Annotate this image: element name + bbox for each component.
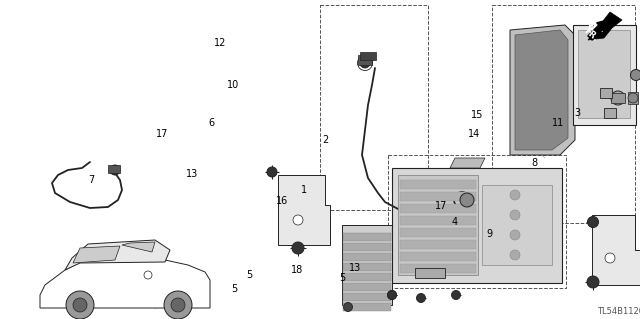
- Polygon shape: [73, 246, 120, 263]
- Text: 5: 5: [339, 272, 346, 283]
- Bar: [343, 283, 391, 291]
- Circle shape: [611, 91, 625, 105]
- Circle shape: [605, 253, 615, 263]
- Text: 13: 13: [186, 169, 198, 179]
- Bar: [400, 264, 476, 273]
- Bar: [343, 273, 391, 281]
- Polygon shape: [122, 242, 155, 252]
- Bar: [573, 25, 636, 125]
- Circle shape: [628, 93, 638, 103]
- Circle shape: [417, 293, 426, 302]
- Circle shape: [451, 291, 461, 300]
- Circle shape: [510, 210, 520, 220]
- Text: 16: 16: [276, 196, 288, 206]
- Bar: [400, 216, 476, 225]
- Text: 8: 8: [531, 158, 538, 168]
- Text: FR.: FR.: [582, 27, 600, 43]
- Text: 6: 6: [208, 118, 214, 128]
- Bar: [492, 5, 635, 223]
- Circle shape: [267, 167, 277, 177]
- Bar: [343, 263, 391, 271]
- Text: 10: 10: [227, 79, 239, 90]
- Bar: [360, 52, 376, 60]
- Text: TL54B1120A: TL54B1120A: [597, 308, 640, 316]
- Text: 7: 7: [88, 175, 95, 185]
- Bar: [343, 253, 391, 261]
- Circle shape: [360, 58, 370, 68]
- Circle shape: [293, 215, 303, 225]
- Bar: [482, 185, 552, 265]
- Bar: [578, 30, 630, 118]
- Bar: [604, 108, 616, 118]
- Bar: [600, 88, 612, 98]
- Text: 17: 17: [435, 201, 447, 211]
- Polygon shape: [588, 12, 622, 40]
- Text: 4: 4: [451, 217, 458, 227]
- Bar: [415, 268, 445, 278]
- Bar: [400, 180, 476, 189]
- Circle shape: [587, 276, 599, 288]
- Text: 12: 12: [214, 38, 226, 48]
- Bar: [108, 165, 120, 173]
- Bar: [398, 175, 478, 275]
- Bar: [400, 252, 476, 261]
- Circle shape: [292, 242, 304, 254]
- Bar: [388, 155, 566, 288]
- Circle shape: [73, 298, 87, 312]
- Circle shape: [344, 302, 353, 311]
- Text: 5: 5: [246, 270, 253, 280]
- Bar: [343, 303, 391, 311]
- Bar: [343, 293, 391, 301]
- Text: 1: 1: [301, 185, 307, 195]
- Polygon shape: [40, 258, 210, 308]
- Circle shape: [510, 250, 520, 260]
- Bar: [343, 233, 391, 241]
- Polygon shape: [450, 158, 485, 168]
- Circle shape: [110, 165, 120, 175]
- FancyArrow shape: [588, 20, 608, 40]
- Polygon shape: [342, 225, 392, 305]
- Bar: [400, 204, 476, 213]
- Circle shape: [588, 217, 598, 227]
- Bar: [400, 192, 476, 201]
- Circle shape: [164, 291, 192, 319]
- Circle shape: [387, 291, 397, 300]
- Text: FR.: FR.: [587, 26, 604, 34]
- Polygon shape: [592, 215, 640, 285]
- Text: 14: 14: [468, 129, 480, 139]
- Text: 13: 13: [349, 263, 362, 273]
- Text: 5: 5: [232, 284, 238, 294]
- Text: 18: 18: [291, 264, 303, 275]
- Circle shape: [630, 70, 640, 80]
- Polygon shape: [515, 30, 568, 150]
- Bar: [628, 92, 638, 104]
- Bar: [358, 55, 372, 65]
- Text: 2: 2: [322, 135, 328, 145]
- Polygon shape: [65, 240, 170, 270]
- Circle shape: [460, 193, 474, 207]
- Bar: [400, 240, 476, 249]
- Circle shape: [171, 298, 185, 312]
- Circle shape: [510, 230, 520, 240]
- Circle shape: [66, 291, 94, 319]
- Circle shape: [387, 291, 397, 300]
- Text: 3: 3: [574, 108, 580, 118]
- Text: 9: 9: [486, 229, 493, 240]
- Bar: [320, 5, 428, 210]
- Bar: [392, 168, 562, 283]
- Circle shape: [510, 190, 520, 200]
- Text: 11: 11: [552, 118, 564, 128]
- Text: 17: 17: [156, 129, 168, 139]
- Polygon shape: [278, 175, 330, 245]
- Bar: [400, 228, 476, 237]
- Polygon shape: [510, 25, 575, 155]
- Text: 15: 15: [471, 110, 483, 120]
- Bar: [343, 243, 391, 251]
- Bar: [611, 93, 625, 103]
